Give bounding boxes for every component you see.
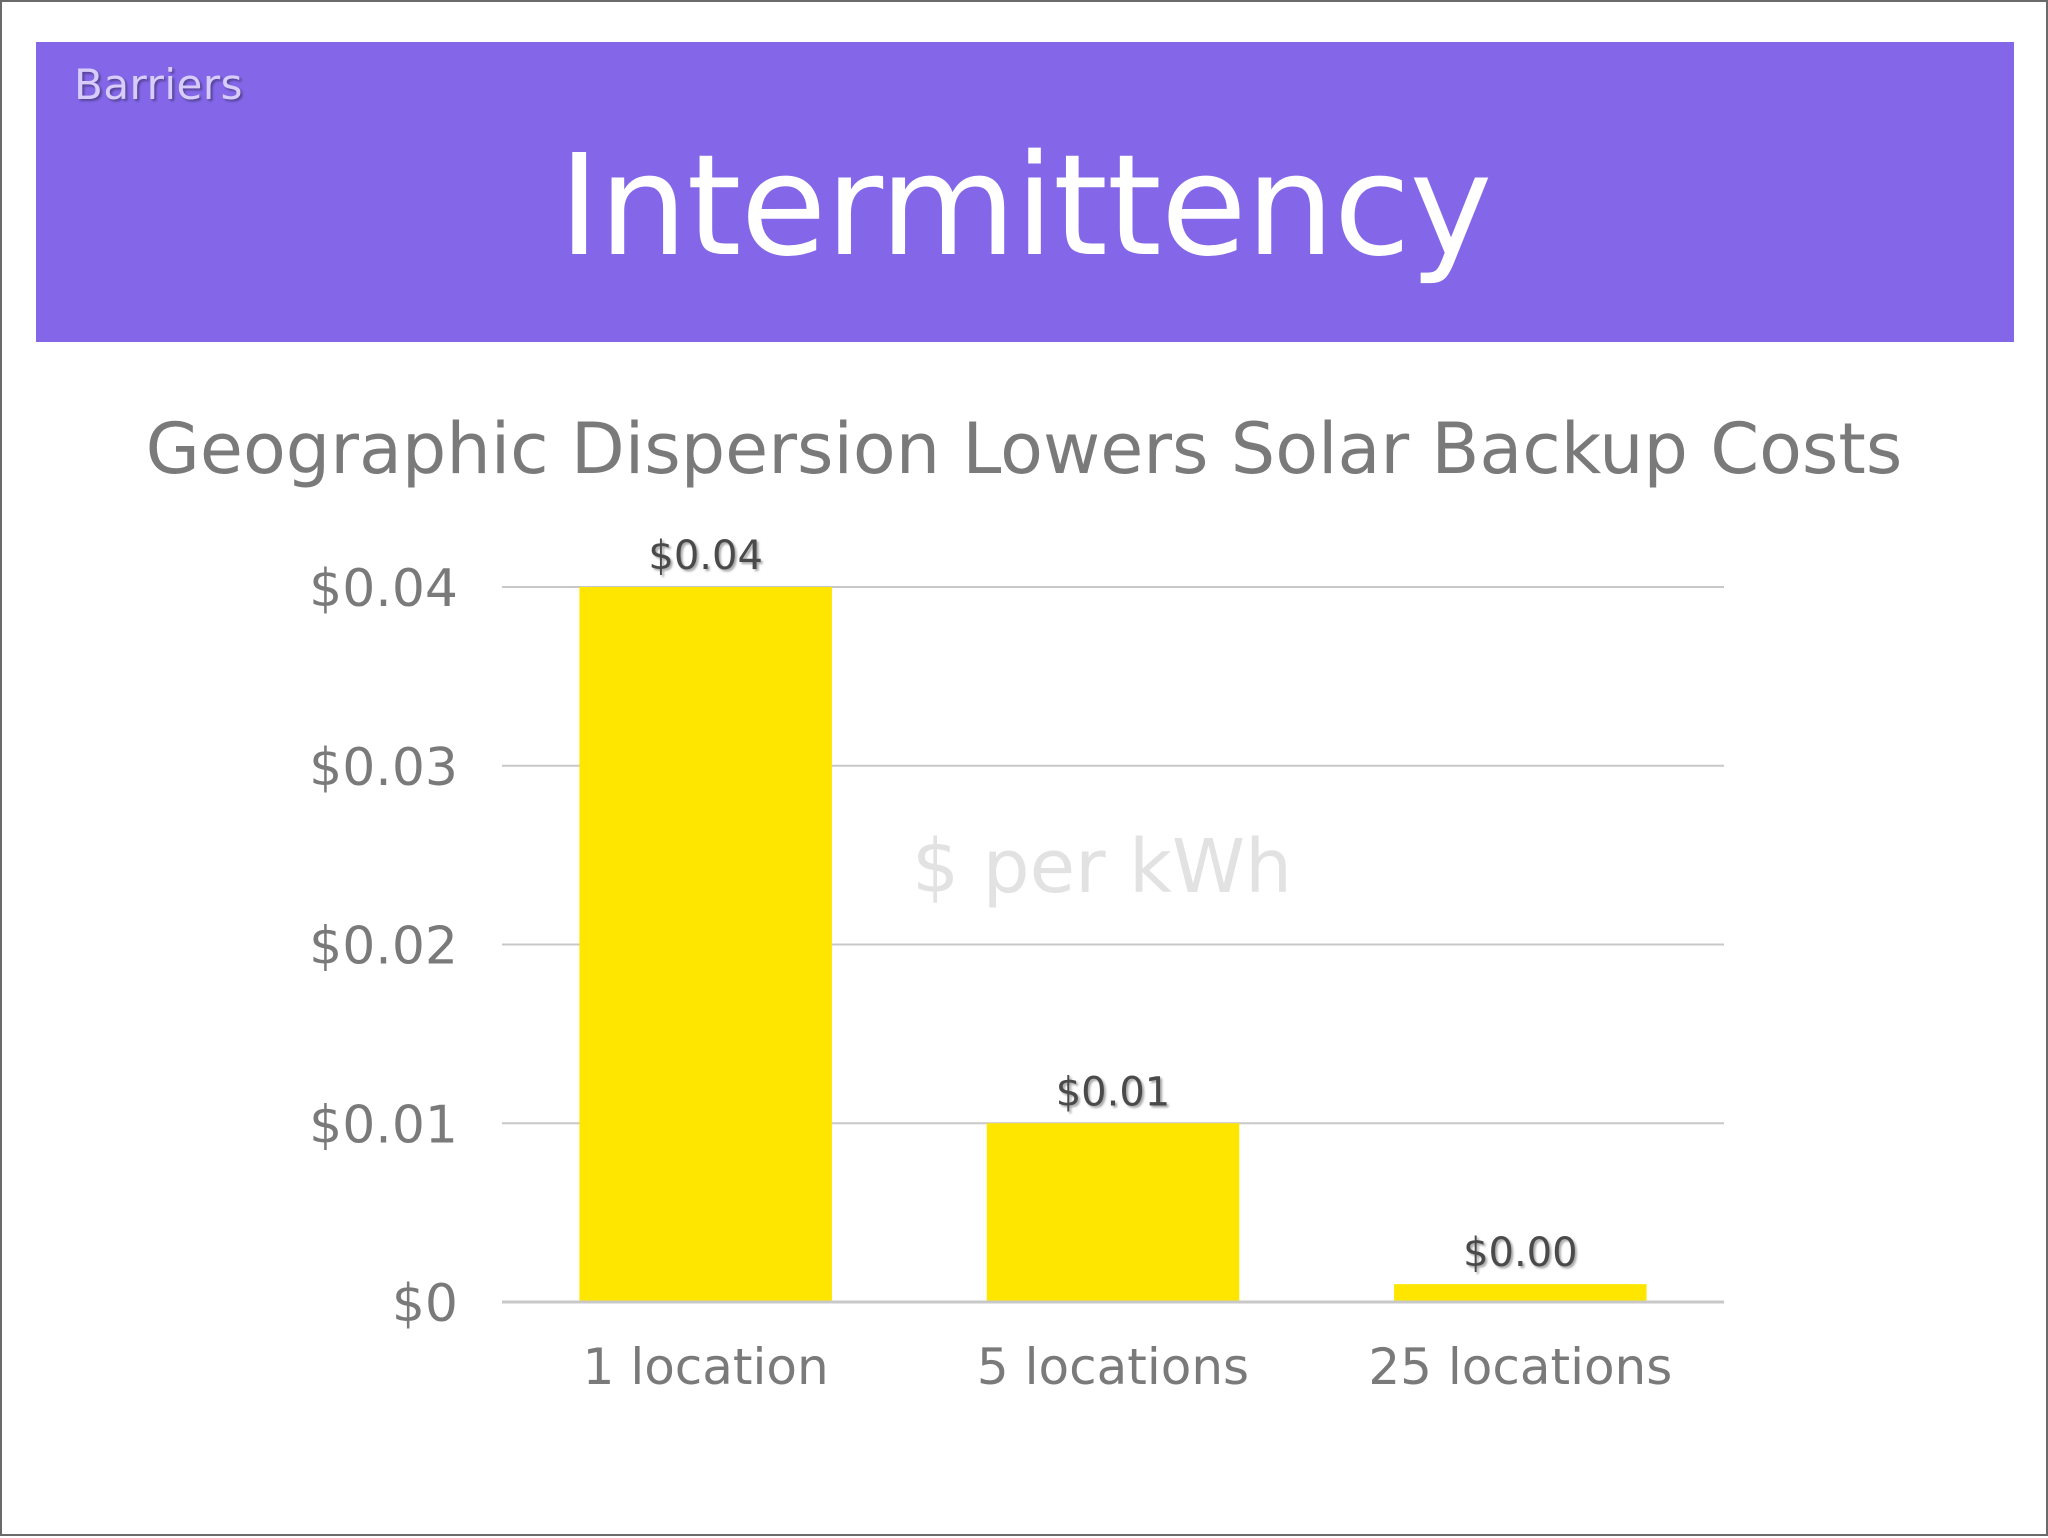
y-tick-label: $0.01 <box>309 1095 458 1155</box>
page-title: Intermittency <box>558 125 1493 288</box>
x-tick-label: 25 locations <box>1368 1338 1672 1396</box>
data-label: $0.04 <box>648 533 763 579</box>
title-banner: Barriers Intermittency <box>36 42 2014 342</box>
y-axis-label: $ per kWh <box>912 824 1292 910</box>
x-tick-label: 1 location <box>583 1338 829 1396</box>
y-tick-label: $0.04 <box>309 559 458 619</box>
section-label: Barriers <box>74 60 244 109</box>
x-tick-label: 5 locations <box>977 1338 1249 1396</box>
y-tick-label: $0 <box>392 1274 458 1334</box>
data-label: $0.00 <box>1463 1230 1578 1276</box>
y-tick-label: $0.03 <box>309 738 458 798</box>
chart-title: Geographic Dispersion Lowers Solar Backu… <box>145 408 1903 490</box>
bar <box>579 587 832 1302</box>
y-tick-label: $0.02 <box>309 917 458 977</box>
data-label: $0.01 <box>1056 1069 1171 1115</box>
bar <box>986 1123 1240 1302</box>
bar <box>1394 1284 1647 1302</box>
